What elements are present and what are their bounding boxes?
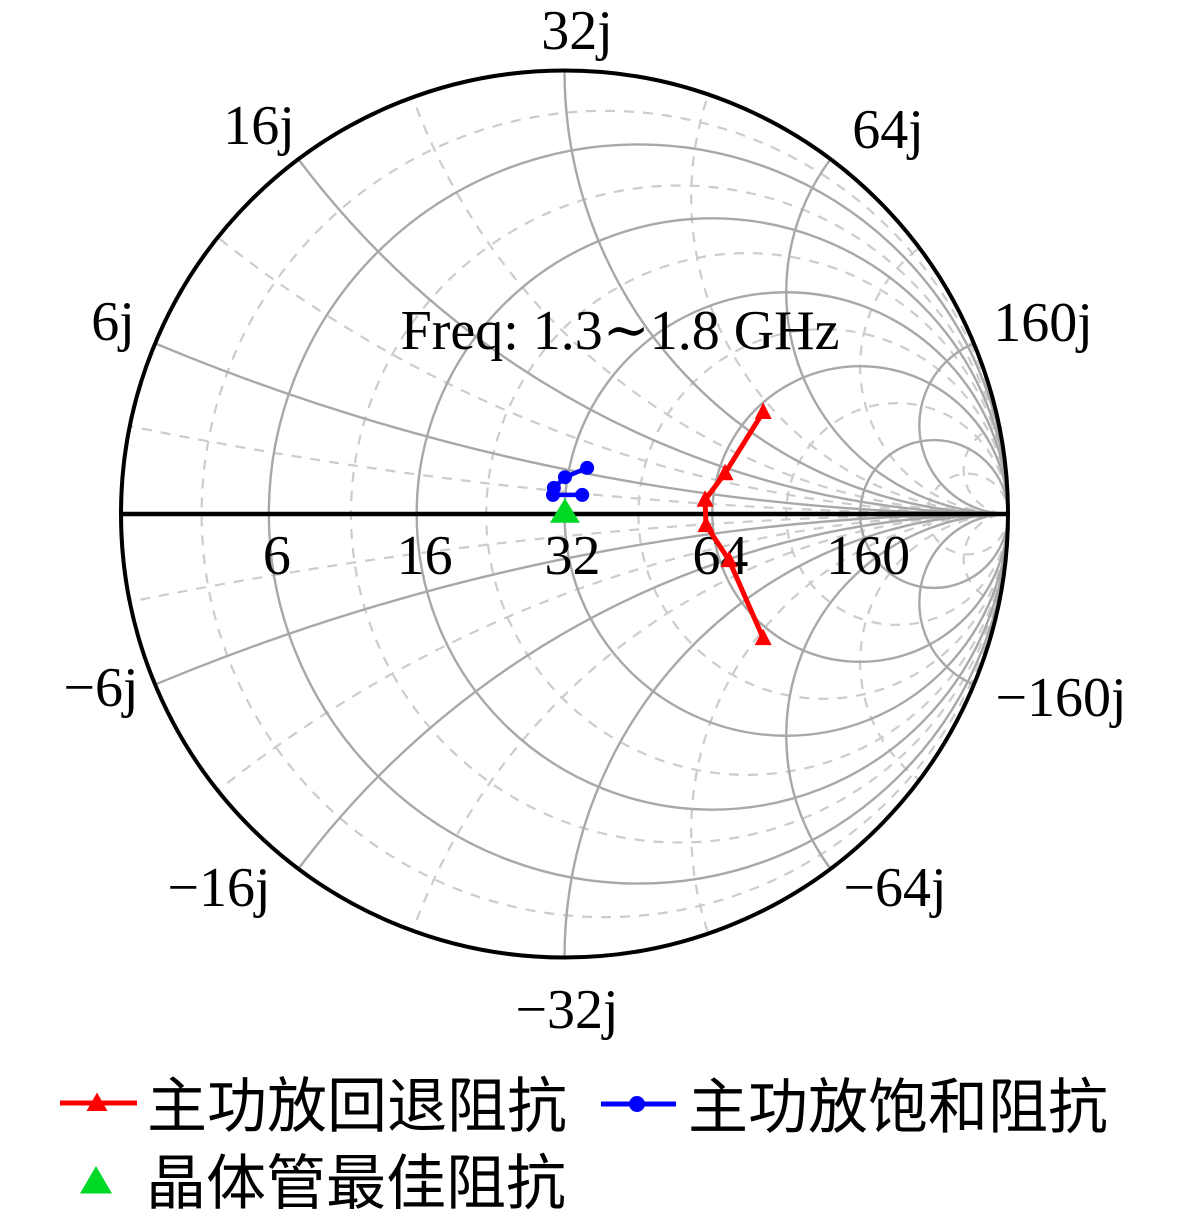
reactance-arc (785, 512, 1008, 958)
triangle-marker-icon (716, 463, 734, 481)
series-layer (545, 402, 772, 646)
triangle-marker-icon (754, 402, 772, 419)
resistance-tick-label: 6 (263, 525, 291, 587)
reactance-tick-label: −16j (167, 857, 270, 919)
series-晶体管最佳阻抗 (549, 498, 580, 523)
reactance-tick-label: 32j (541, 0, 613, 62)
circle-marker-icon (575, 487, 590, 502)
resistance-tick-label: 16 (397, 525, 453, 587)
circle-marker-icon (545, 487, 560, 502)
series-主功放回退阻抗 (696, 402, 772, 646)
reactance-tick-label: −6j (63, 657, 138, 719)
triangle-marker-icon (697, 515, 715, 533)
reactance-tick-label: 160j (993, 292, 1093, 354)
reactance-arc (121, 70, 1008, 516)
reactance-tick-label: 16j (223, 95, 295, 157)
reactance-tick-label: −160j (995, 667, 1126, 729)
legend-label-optimum: 晶体管最佳阻抗 (146, 1151, 566, 1215)
resistance-circle (926, 472, 1008, 556)
series-line (702, 409, 766, 641)
resistance-tick-label: 64 (692, 525, 748, 587)
legend-label-backoff: 主功放回退阻抗 (147, 1074, 567, 1140)
reactance-arc (859, 217, 1008, 516)
legend-item-backoff: 主功放回退阻抗 (60, 1074, 567, 1140)
reactance-arc (690, 512, 1008, 958)
triangle-marker-icon (696, 490, 714, 507)
reactance-arc (563, 70, 1008, 516)
reactance-arc (962, 424, 1008, 516)
reactance-tick-label: −32j (515, 979, 618, 1041)
reactance-arc (785, 70, 1008, 516)
legend-item-optimum: 晶体管最佳阻抗 (80, 1151, 566, 1215)
circle-marker-icon (629, 1096, 645, 1112)
circle-marker-icon (557, 470, 572, 485)
resistance-tick-label: 32 (545, 525, 601, 587)
legend-item-saturation: 主功放饱和阻抗 (601, 1075, 1108, 1141)
freq-annotation: Freq: 1.3∼1.8 GHz (401, 300, 840, 362)
reactance-arc (121, 70, 1008, 516)
series-主功放饱和阻抗 (545, 460, 595, 502)
triangle-marker-icon (549, 498, 580, 523)
reactance-tick-label: −64j (843, 857, 946, 919)
reactance-tick-label: 6j (91, 291, 135, 353)
reactance-tick-labels: 6j 16j 32j 64j 160j −6j −16j −32j −64j −160j (63, 0, 1126, 1041)
triangle-marker-icon (720, 550, 738, 568)
resistance-tick-labels: 6 16 32 64 160 (263, 525, 910, 587)
reactance-arc (690, 70, 1008, 516)
reactance-tick-label: 64j (852, 99, 924, 161)
resistance-tick-label: 160 (826, 525, 910, 587)
triangle-marker-icon (754, 628, 772, 646)
circle-marker-icon (580, 460, 595, 475)
legend-label-saturation: 主功放饱和阻抗 (688, 1075, 1108, 1141)
reactance-arc (962, 512, 1008, 604)
reactance-arc (121, 70, 1008, 516)
resistance-circle (200, 109, 1008, 919)
triangle-marker-icon (80, 1166, 112, 1194)
legend: 主功放回退阻抗 主功放饱和阻抗 晶体管最佳阻抗 (60, 1074, 1108, 1215)
triangle-marker-icon (86, 1092, 108, 1111)
